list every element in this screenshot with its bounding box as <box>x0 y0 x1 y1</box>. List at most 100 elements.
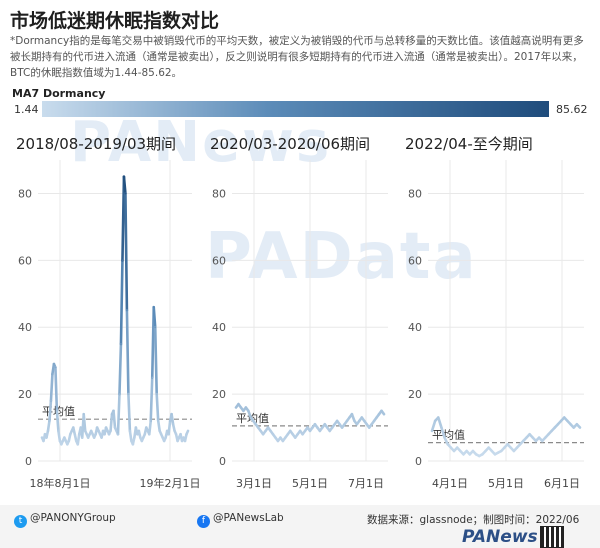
data-point <box>109 430 112 432</box>
x-tick-label: 18年8月1日 <box>30 476 91 490</box>
data-point <box>133 436 136 439</box>
x-tick-label: 5月1日 <box>488 477 524 490</box>
data-point <box>136 433 139 436</box>
panel-title-2018: 2018/08-2019/03期间 <box>16 135 177 153</box>
data-point <box>91 433 94 436</box>
series-segment <box>127 392 132 433</box>
data-point <box>257 426 260 429</box>
data-point <box>563 416 566 419</box>
footer-twitter[interactable]: t @PANONYGroup <box>14 512 116 528</box>
data-point <box>78 433 81 436</box>
data-point <box>262 433 265 436</box>
data-point <box>128 430 131 432</box>
data-point <box>446 443 449 446</box>
data-point <box>61 440 64 442</box>
data-point <box>509 446 512 449</box>
data-point <box>281 440 284 442</box>
data-point <box>66 443 69 446</box>
data-point <box>178 436 180 439</box>
average-label: 平均值 <box>432 429 465 442</box>
series-segment <box>55 409 60 433</box>
page-title: 市场低迷期休眠指数对比 <box>10 10 220 32</box>
data-point <box>522 440 525 442</box>
data-point <box>90 430 93 432</box>
data-point <box>173 430 176 432</box>
data-point <box>314 423 316 426</box>
data-point <box>54 366 57 369</box>
data-point <box>120 343 122 345</box>
data-point <box>88 433 91 436</box>
data-point <box>277 440 279 442</box>
data-point <box>87 436 90 439</box>
data-point <box>114 426 116 429</box>
data-point <box>560 419 563 422</box>
footer-facebook[interactable]: f @PANewsLab <box>197 512 284 528</box>
data-point <box>368 426 371 429</box>
facebook-handle: @PANewsLab <box>213 512 284 524</box>
series-segment <box>153 325 159 396</box>
data-point <box>179 433 182 436</box>
data-point <box>105 426 107 429</box>
data-point <box>544 436 547 439</box>
series-segment <box>48 399 53 423</box>
data-point <box>490 450 493 452</box>
data-point <box>338 423 341 426</box>
data-point <box>137 430 140 432</box>
data-point <box>169 419 172 422</box>
data-point <box>331 426 334 429</box>
y-tick-label: 80 <box>18 187 32 200</box>
series-segment <box>122 175 127 195</box>
data-point <box>149 419 152 422</box>
series-segment <box>440 426 446 439</box>
data-point <box>93 436 96 439</box>
y-tick-label: 80 <box>408 187 422 200</box>
data-point <box>252 419 255 422</box>
data-point <box>47 430 49 432</box>
y-tick-label: 60 <box>408 254 422 267</box>
data-point <box>481 453 484 456</box>
data-point <box>316 426 319 429</box>
data-point <box>249 416 252 419</box>
data-point <box>431 430 433 432</box>
data-point <box>459 450 462 452</box>
series-segment <box>436 416 443 429</box>
data-point <box>370 423 373 426</box>
data-point <box>50 399 52 402</box>
data-point <box>106 430 109 432</box>
data-point <box>102 430 104 432</box>
data-point <box>134 426 137 429</box>
series-segment <box>125 309 130 396</box>
data-point <box>343 423 346 426</box>
series-segment <box>147 419 153 436</box>
data-point <box>525 436 528 439</box>
data-point <box>55 409 58 412</box>
panel-title-2020: 2020/03-2020/06期间 <box>210 135 371 153</box>
data-point <box>151 376 154 379</box>
data-point <box>375 416 378 419</box>
chart-description: *Dormancy指的是每笔交易中被销毁代币的平均天数，被定义为被销毁的代币与总… <box>10 35 584 79</box>
series-segment <box>121 175 126 262</box>
data-point <box>267 426 269 429</box>
data-point <box>472 450 474 452</box>
data-point <box>318 430 321 432</box>
data-point <box>440 426 443 429</box>
data-point <box>99 433 102 436</box>
data-point <box>434 419 437 422</box>
data-point <box>181 440 183 442</box>
data-point <box>269 430 272 432</box>
color-legend-bar <box>42 101 549 117</box>
data-point <box>519 443 522 446</box>
data-point <box>487 446 490 449</box>
series-segment <box>112 409 117 429</box>
data-point <box>100 436 103 439</box>
data-point <box>373 419 376 422</box>
data-point <box>130 440 133 442</box>
data-point <box>503 446 506 449</box>
series-segment <box>167 419 172 436</box>
data-point <box>531 436 534 439</box>
data-point <box>383 413 385 416</box>
series-segment <box>57 429 62 443</box>
data-point <box>557 423 559 426</box>
data-point <box>296 433 299 436</box>
data-point <box>286 433 289 436</box>
